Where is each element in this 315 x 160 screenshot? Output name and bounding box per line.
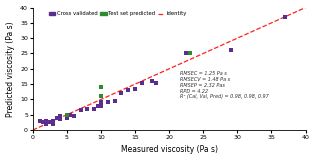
Point	[283, 16, 288, 18]
Point	[150, 80, 155, 82]
Point	[140, 81, 145, 84]
Point	[64, 116, 69, 119]
Point	[64, 113, 69, 116]
Point	[85, 107, 90, 110]
Point	[47, 121, 52, 124]
Point	[187, 52, 192, 55]
Point	[126, 89, 131, 92]
Text: RMSEC = 1.25 Pa s
RMSECV = 1.48 Pa s
RMSEP = 2.32 Pas
RPD = 4.22
R² (Cal, Val, P: RMSEC = 1.25 Pa s RMSECV = 1.48 Pa s RMS…	[180, 71, 269, 100]
X-axis label: Measured viscosity (Pa s): Measured viscosity (Pa s)	[121, 145, 218, 154]
Point	[51, 120, 56, 122]
Point	[51, 123, 56, 125]
Point	[92, 107, 97, 110]
Point	[95, 104, 100, 107]
Point	[99, 104, 104, 107]
Point	[71, 115, 76, 118]
Point	[105, 101, 110, 104]
Point	[58, 115, 63, 118]
Point	[99, 101, 104, 104]
Point	[37, 120, 42, 122]
Point	[184, 52, 189, 55]
Point	[58, 118, 63, 121]
Point	[228, 49, 233, 52]
Point	[54, 116, 59, 119]
Point	[133, 87, 138, 90]
Y-axis label: Predicted viscosity (Pa s): Predicted viscosity (Pa s)	[6, 21, 14, 117]
Point	[41, 121, 46, 124]
Point	[99, 86, 104, 88]
Point	[99, 95, 104, 98]
Point	[68, 113, 73, 116]
Point	[44, 120, 49, 122]
Legend: Cross validated, Test set predicted, Identity: Cross validated, Test set predicted, Ide…	[49, 11, 186, 16]
Point	[153, 81, 158, 84]
Point	[119, 92, 124, 95]
Point	[112, 100, 117, 102]
Point	[64, 113, 69, 116]
Point	[44, 123, 49, 125]
Point	[78, 109, 83, 111]
